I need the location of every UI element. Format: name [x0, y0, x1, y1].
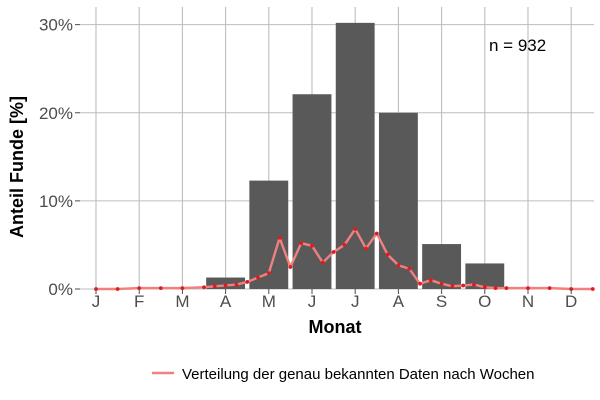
line-point: [493, 286, 498, 291]
x-tick-label: J: [92, 292, 101, 311]
line-point: [418, 281, 422, 286]
line-point: [212, 284, 217, 289]
y-tick-label: 0%: [48, 280, 73, 299]
line-series: [94, 227, 595, 291]
x-tick-label: A: [220, 292, 232, 311]
x-tick-label: O: [478, 292, 491, 311]
line-point: [482, 285, 487, 290]
y-tick-label: 20%: [39, 104, 73, 123]
line-point: [374, 231, 379, 236]
x-tick-label: S: [436, 292, 447, 311]
bar: [292, 94, 332, 290]
x-tick-label: J: [351, 292, 360, 311]
x-tick-label: M: [175, 292, 189, 311]
legend: Verteilung der genau bekannten Daten nac…: [152, 366, 535, 383]
line-point: [472, 282, 476, 287]
line-point: [407, 266, 412, 271]
bar-series: [119, 22, 505, 290]
line-point: [158, 286, 163, 291]
line-point: [364, 246, 368, 251]
x-tick-label: N: [522, 292, 534, 311]
line-point: [288, 265, 293, 269]
annotation-n: n = 932: [489, 36, 546, 55]
line-point: [353, 227, 358, 231]
line-point: [310, 243, 314, 248]
line-point: [385, 252, 390, 257]
line-point: [331, 250, 336, 254]
line-point: [266, 271, 271, 276]
bar: [335, 22, 375, 290]
line-point: [526, 286, 530, 291]
line-point: [547, 286, 552, 291]
line-point: [342, 243, 347, 247]
line-point: [504, 286, 509, 291]
x-tick-label: D: [565, 292, 577, 311]
line-point: [234, 282, 239, 287]
y-tick-label: 10%: [39, 192, 73, 211]
y-tick-label: 30%: [39, 16, 73, 35]
line-point: [428, 278, 433, 283]
line-point: [299, 241, 304, 246]
line-point: [223, 283, 228, 288]
line-point: [590, 287, 595, 291]
bar: [206, 277, 246, 289]
bar: [378, 112, 418, 289]
y-axis-ticks: 0% 10% 20% 30%: [39, 16, 80, 299]
line-point: [396, 263, 401, 268]
line-point: [320, 260, 325, 265]
line-point: [137, 286, 142, 291]
line-point: [115, 287, 120, 291]
line-point: [180, 286, 185, 291]
line-point: [202, 285, 206, 290]
line-point: [450, 284, 455, 289]
x-tick-label: J: [308, 292, 317, 311]
x-tick-label: A: [393, 292, 405, 311]
y-axis-title: Anteil Funde [%]: [7, 96, 27, 238]
legend-label: Verteilung der genau bekannten Daten nac…: [182, 366, 535, 383]
line-point: [461, 283, 466, 288]
x-tick-label: M: [262, 292, 276, 311]
line-point: [245, 280, 250, 284]
x-tick-label: F: [134, 292, 144, 311]
x-axis-title: Monat: [309, 317, 362, 337]
line-point: [256, 275, 260, 280]
line-point: [277, 235, 282, 240]
line-point: [439, 281, 444, 286]
